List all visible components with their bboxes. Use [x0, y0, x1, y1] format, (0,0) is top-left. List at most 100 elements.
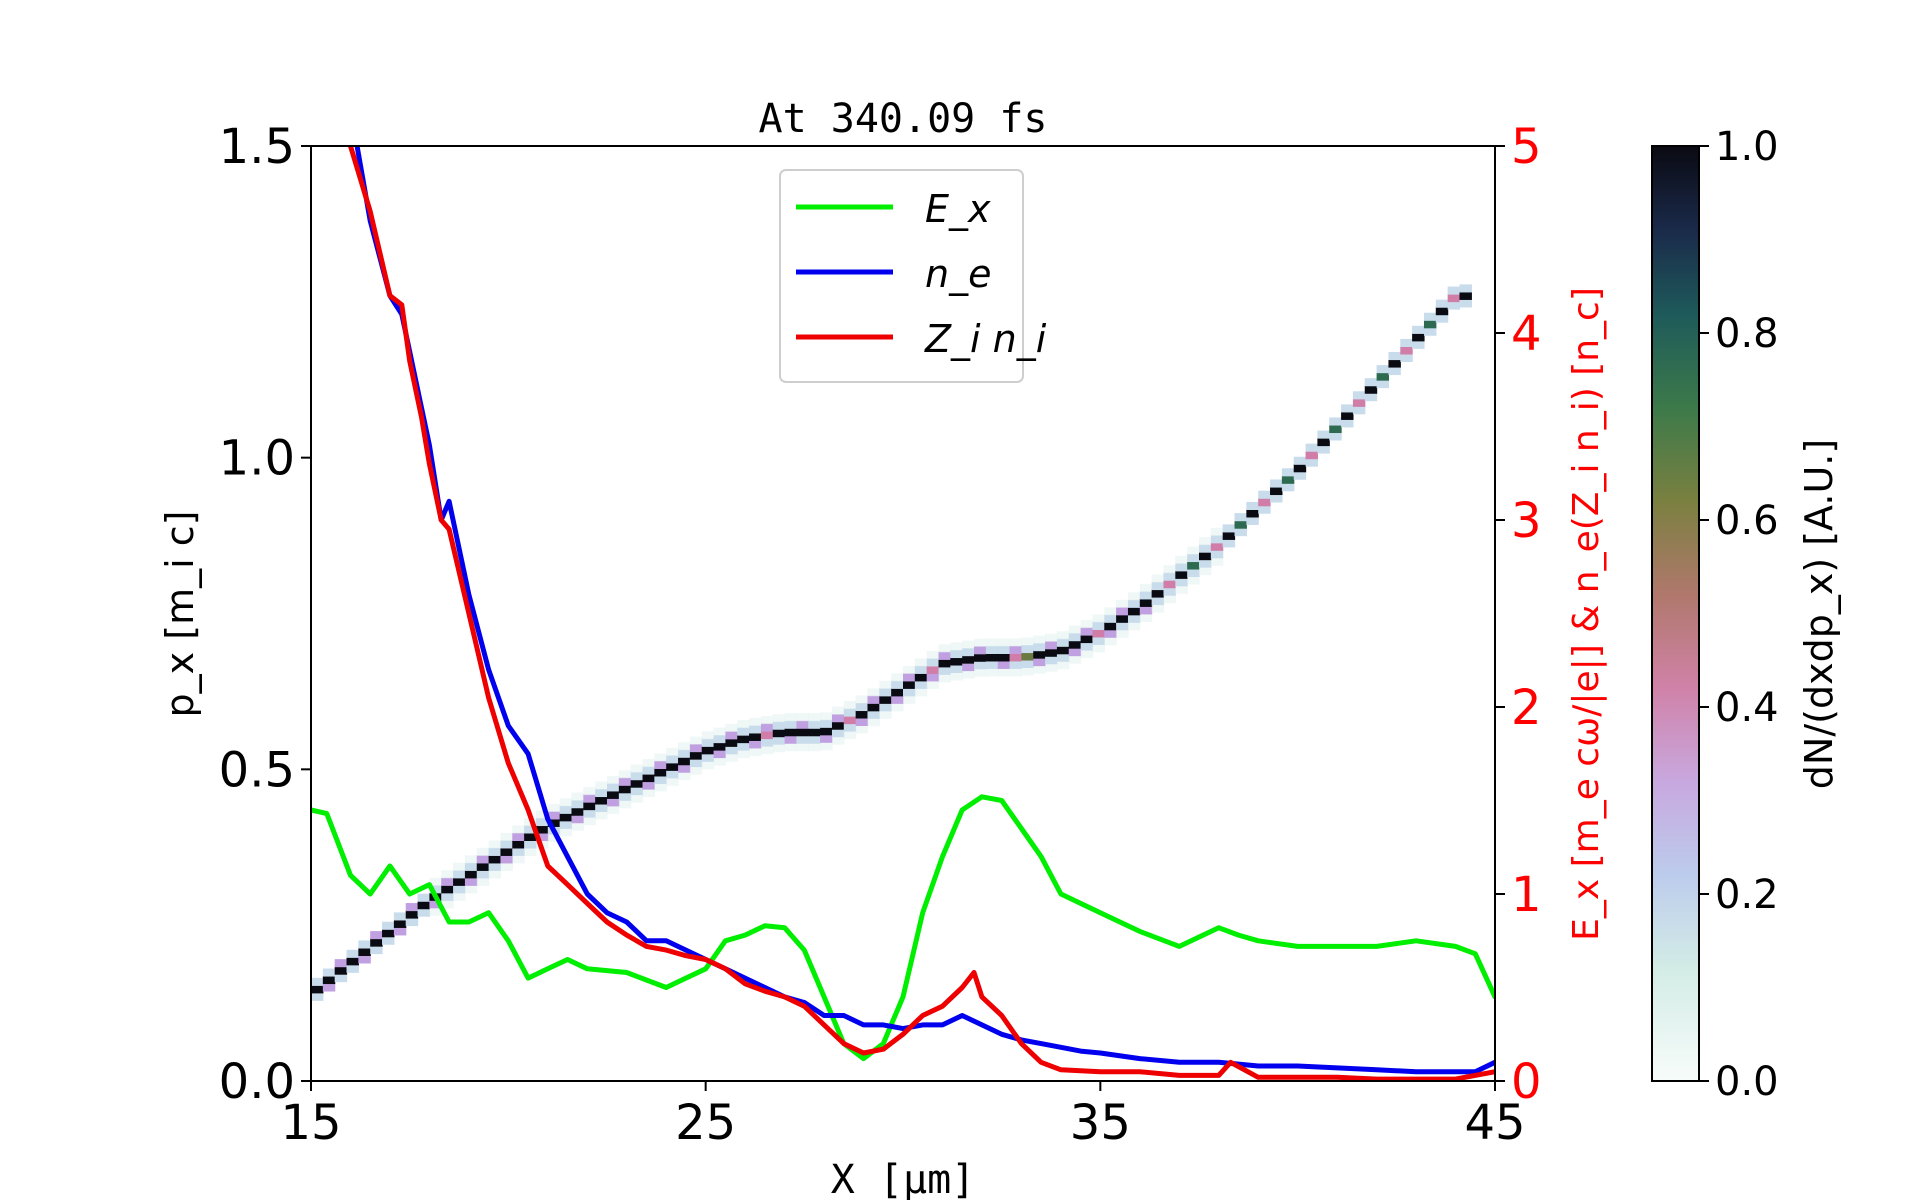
heatmap-cell	[618, 785, 632, 794]
heatmap-cell	[891, 695, 904, 704]
heatmap-cell	[737, 742, 750, 751]
heatmap-cell	[974, 653, 987, 662]
y-right-tick-label: 2	[1511, 680, 1542, 736]
heatmap-cell	[867, 718, 880, 727]
heatmap-cell	[1021, 659, 1034, 669]
heatmap-cell	[1210, 535, 1224, 544]
heatmap-cell	[595, 803, 608, 813]
heatmap-cell	[524, 832, 537, 841]
heatmap-cell	[429, 900, 442, 909]
heatmap-cell	[1459, 284, 1472, 293]
heatmap-cell	[749, 747, 762, 756]
heatmap-cell	[1364, 385, 1378, 394]
heatmap-cell	[1293, 471, 1307, 480]
heatmap-cell	[843, 708, 857, 717]
heatmap-cell	[938, 651, 951, 660]
heatmap-cell	[725, 723, 738, 732]
heatmap-cell	[654, 760, 667, 769]
heatmap-cell	[701, 731, 715, 740]
heatmap-cell	[843, 701, 857, 710]
heatmap-cell	[1175, 570, 1188, 579]
heatmap-cell	[417, 908, 430, 917]
heatmap-cell	[831, 736, 845, 745]
heatmap-cell	[1056, 653, 1070, 662]
heatmap-cell	[1341, 419, 1354, 428]
heatmap-cell	[974, 638, 987, 647]
heatmap-cell	[1080, 627, 1094, 636]
heatmap-cell	[1163, 572, 1176, 581]
heatmap-cell	[654, 783, 667, 792]
heatmap-cell	[512, 832, 525, 841]
heatmap-cell	[1281, 483, 1295, 492]
heatmap-cell	[1423, 327, 1437, 336]
heatmap-cell	[962, 640, 975, 649]
heatmap-cell	[311, 977, 324, 986]
heatmap-cell	[1163, 565, 1176, 574]
heatmap-cell	[441, 870, 454, 879]
heatmap-cell	[1092, 621, 1105, 630]
heatmap-cell	[914, 680, 928, 689]
heatmap-cell	[334, 959, 348, 968]
heatmap-cell	[1222, 539, 1236, 548]
heatmap-cell	[642, 759, 655, 768]
y-left-tick-label: 1.5	[219, 119, 295, 175]
heatmap-cell	[1151, 596, 1165, 606]
heatmap-cell	[713, 727, 726, 736]
heatmap-cell	[760, 745, 774, 755]
heatmap-cell	[1033, 643, 1046, 652]
heatmap-cell	[997, 668, 1011, 677]
heatmap-cell	[831, 714, 845, 723]
heatmap-cell	[737, 720, 750, 729]
heatmap-cell	[346, 957, 359, 966]
heatmap-cell	[500, 862, 513, 871]
heatmap-cell	[962, 663, 975, 672]
heatmap-cell	[1175, 555, 1188, 564]
heatmap-cell	[512, 840, 525, 849]
heatmap-cell	[689, 751, 703, 760]
heatmap-cell	[796, 735, 809, 744]
heatmap-cell	[997, 645, 1011, 654]
colorbar-tick-label: 0.2	[1715, 872, 1779, 918]
heatmap-cell	[689, 766, 703, 775]
legend-label-ex: E_x	[925, 187, 991, 231]
colorbar-tick-label: 0.0	[1715, 1059, 1779, 1105]
heatmap-cell	[524, 825, 537, 834]
heatmap-cell	[1175, 563, 1188, 572]
series-line-z_in_i	[348, 146, 1495, 1081]
heatmap-cell	[938, 644, 951, 653]
heatmap-cell	[1459, 291, 1472, 300]
heatmap-cell	[476, 870, 490, 879]
heatmap-cell	[855, 695, 869, 704]
heatmap-cell	[713, 757, 726, 766]
heatmap-cell	[701, 746, 715, 755]
heatmap-cell	[796, 713, 809, 722]
heatmap-cell	[1187, 576, 1200, 585]
heatmap-cell	[772, 714, 786, 723]
heatmap-cell	[1352, 398, 1366, 407]
heatmap-cell	[1388, 352, 1401, 361]
heatmap-cell	[772, 744, 786, 753]
heatmap-cell	[808, 735, 821, 744]
heatmap-cell	[903, 673, 916, 682]
heatmap-cell	[796, 743, 809, 752]
heatmap-cell	[1139, 591, 1153, 600]
heatmap-cell	[1258, 505, 1271, 514]
heatmap-cell	[405, 917, 419, 927]
heatmap-cell	[1045, 648, 1058, 657]
heatmap-cell	[1056, 646, 1070, 655]
heatmap-cell	[1127, 607, 1141, 616]
heatmap-cell	[441, 892, 454, 901]
y-left-tick-label: 1.0	[219, 431, 295, 487]
heatmap-cell	[1435, 307, 1449, 316]
heatmap-cell	[891, 673, 904, 682]
heatmap-cell	[405, 903, 419, 912]
heatmap-cell	[737, 735, 750, 744]
heatmap-cell	[559, 828, 573, 837]
heatmap-cell	[891, 680, 904, 689]
heatmap-cell	[642, 766, 655, 775]
heatmap-cell	[820, 742, 833, 751]
heatmap-cell	[618, 770, 632, 779]
heatmap-cell	[571, 815, 584, 824]
heatmap-cell	[678, 749, 691, 758]
